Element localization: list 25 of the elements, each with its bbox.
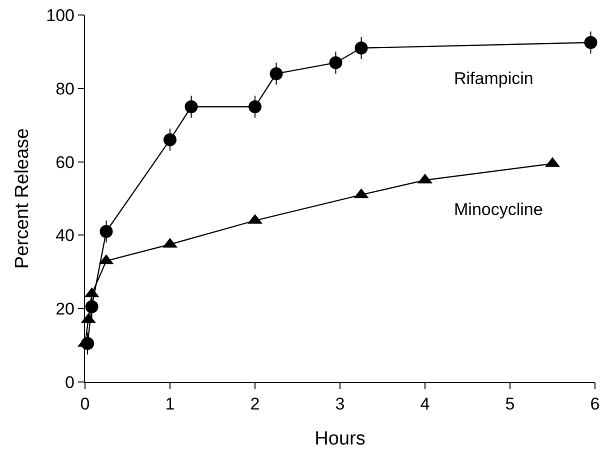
point: [584, 36, 598, 50]
point: [100, 225, 113, 238]
point: [270, 67, 283, 80]
y-tick-label: 60: [56, 152, 74, 172]
y-tick-label: 40: [56, 226, 74, 246]
y-tick-label: 80: [56, 79, 74, 98]
x-tick-label: 5: [505, 394, 515, 414]
series-label: Rifampicin: [454, 69, 534, 88]
x-tick-label: 3: [335, 394, 345, 414]
y-tick-label: 100: [46, 6, 74, 25]
y-axis-title: Percent Release: [12, 128, 33, 269]
point: [354, 42, 368, 55]
point: [329, 56, 342, 70]
series-label: Minocycline: [454, 200, 543, 219]
x-tick-label: 0: [80, 394, 90, 414]
x-tick-label: 2: [250, 394, 260, 414]
y-tick-label: 20: [56, 300, 74, 319]
y-tick-label: 0: [65, 372, 74, 392]
x-tick-label: 1: [165, 394, 175, 414]
point: [248, 100, 262, 114]
x-axis-title: Hours: [314, 428, 366, 450]
point: [184, 100, 198, 114]
point: [164, 133, 176, 146]
x-tick-label: 4: [420, 394, 430, 414]
x-tick-label: 6: [590, 394, 600, 414]
